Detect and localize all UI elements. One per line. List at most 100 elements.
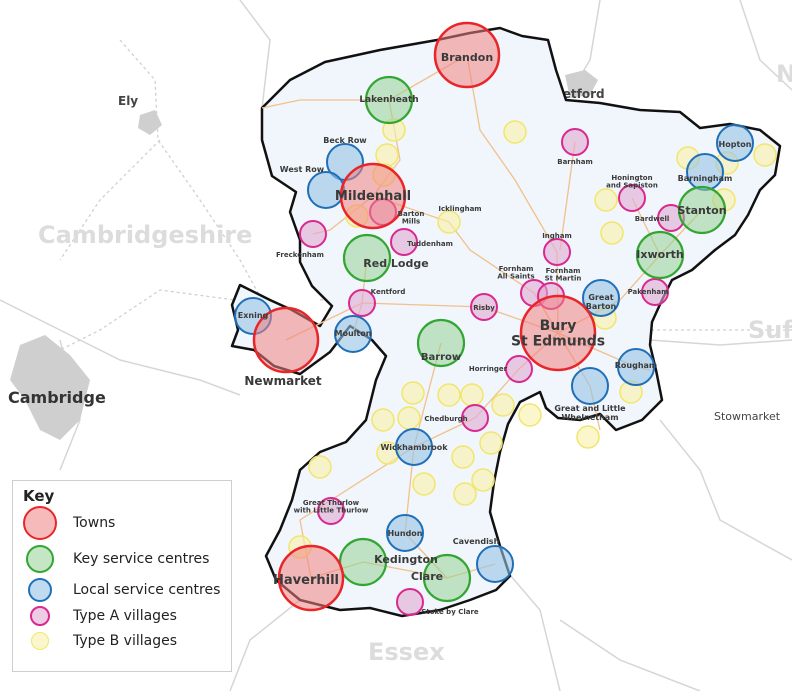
settlement-label: Freckenham (276, 251, 324, 259)
type-b-village-marker (437, 210, 461, 234)
settlement-labels: Brandon Mildenhall Bury St Edmunds Newmarket… (238, 51, 752, 616)
label-suffolk-partial: Suf (748, 316, 792, 344)
settlement-label: Barningham (678, 174, 733, 183)
settlement-label: Chedburgh (424, 415, 467, 423)
settlement-label: Beck Row (323, 136, 367, 145)
settlement-marker-mildenhall (339, 162, 407, 230)
type-b-village-marker (437, 383, 461, 407)
settlement-marker-barningham (686, 153, 724, 191)
road (559, 141, 576, 251)
settlement-marker-barnham (561, 128, 589, 156)
settlement-label: Ingham (542, 232, 572, 240)
type-b-village-marker (594, 188, 618, 212)
settlement-label: Horringer (469, 365, 508, 373)
settlement-label: Hundon (387, 529, 422, 538)
settlement-marker-great-barton (582, 279, 620, 317)
settlement-label: Rougham (615, 361, 658, 370)
settlement-marker-ingham (543, 238, 571, 266)
settlement-label: Bardwell (635, 215, 670, 223)
legend-item-local-service-centres: Local service centres (23, 578, 220, 602)
settlement-marker-great-and-little-whelnetham (571, 367, 609, 405)
settlement-label: Hopton (719, 140, 752, 149)
settlement-marker-tuddenham (390, 228, 418, 256)
type-b-village-marker (308, 455, 332, 479)
settlement-marker-pakenham (641, 278, 669, 306)
settlement-label: Great Barton (586, 293, 617, 311)
settlement-label: Icklingham (438, 205, 481, 213)
type-b-village-marker (401, 381, 425, 405)
settlement-marker-lakenheath (364, 75, 414, 125)
settlement-circles (234, 21, 777, 616)
settlement-marker-barrow (416, 318, 466, 368)
settlement-label: Fornham All Saints (497, 265, 534, 281)
legend-label: Type A villages (73, 608, 177, 624)
settlement-marker-bury-st-edmunds (519, 294, 597, 372)
settlement-label: Great and Little Whelnetham (554, 404, 626, 422)
legend-label: Towns (73, 515, 116, 531)
settlement-label: Newmarket (244, 374, 322, 388)
settlement-marker-cavendish (476, 545, 514, 583)
settlement-marker-wickhambrook (395, 428, 433, 466)
settlement-marker-red-lodge (342, 233, 392, 283)
legend-label: Local service centres (73, 582, 221, 598)
type-b-village-marker (491, 393, 515, 417)
settlement-marker-newmarket (252, 306, 320, 374)
settlement-label: Barnham (557, 158, 593, 166)
settlement-label: Exning (238, 311, 269, 320)
settlement-label: West Row (280, 165, 325, 174)
type-b-village-marker (471, 468, 495, 492)
settlement-label: Wickhambrook (380, 443, 448, 452)
legend-label: Key service centres (73, 551, 210, 567)
settlement-marker-risby (470, 293, 498, 321)
settlement-marker-moulton (334, 315, 372, 353)
legend-symbol-icon (26, 545, 54, 573)
legend-symbol-icon (28, 578, 52, 602)
settlement-label: Kedington (374, 553, 438, 566)
settlement-label: Bury St Edmunds (511, 318, 605, 349)
type-b-village-marker (453, 482, 477, 506)
legend-item-towns: Towns (23, 506, 115, 540)
type-b-village-marker (460, 383, 484, 407)
settlement-marker-honington-and-sapiston (618, 184, 646, 212)
district-boundary (230, 26, 782, 618)
settlement-label: Ixworth (636, 248, 683, 261)
legend-symbol-icon (31, 632, 49, 650)
settlement-marker-kentford (348, 289, 376, 317)
settlement-label: Risby (473, 304, 495, 312)
settlement-label: Moulton (335, 329, 372, 338)
legend-symbol-icon (30, 606, 50, 626)
settlement-marker-hundon (386, 514, 424, 552)
settlement-marker-stoke-by-clare (396, 588, 424, 616)
settlement-marker-brandon (433, 21, 501, 89)
settlement-label: Stanton (677, 204, 726, 217)
type-b-village-marker (371, 408, 395, 432)
legend-item-type-a-villages: Type A villages (23, 606, 177, 626)
settlement-marker-ixworth (635, 230, 685, 280)
type-b-village-marker (375, 143, 399, 167)
road (285, 302, 559, 341)
settlement-label: Stoke by Clare (421, 608, 479, 616)
type-b-village-marker (451, 445, 475, 469)
settlement-marker-stanton (677, 185, 727, 235)
settlement-marker-freckenham (299, 220, 327, 248)
settlement-label: Haverhill (273, 573, 339, 588)
label-ely: Ely (118, 94, 138, 108)
legend-symbol-icon (23, 506, 57, 540)
settlement-marker-haverhill (277, 544, 345, 612)
settlement-marker-great-thurlow-with-little-thurlow (317, 497, 345, 525)
settlement-marker-hopton (716, 124, 754, 162)
legend-item-key-service-centres: Key service centres (23, 545, 209, 573)
label-cambridge: Cambridge (8, 388, 106, 407)
road (466, 54, 559, 334)
type-b-village-marker (518, 403, 542, 427)
settlement-label: Pakenham (628, 288, 669, 296)
legend-item-type-b-villages: Type B villages (23, 632, 177, 650)
settlement-label: Fornham St Martin (545, 267, 582, 283)
settlement-label: Barton Mills (398, 210, 425, 226)
label-cambridgeshire: Cambridgeshire (38, 221, 252, 249)
settlement-label: Red Lodge (363, 257, 428, 270)
settlement-marker-horringer (505, 355, 533, 383)
settlement-label: Lakenheath (359, 95, 418, 105)
settlement-marker-rougham (617, 348, 655, 386)
